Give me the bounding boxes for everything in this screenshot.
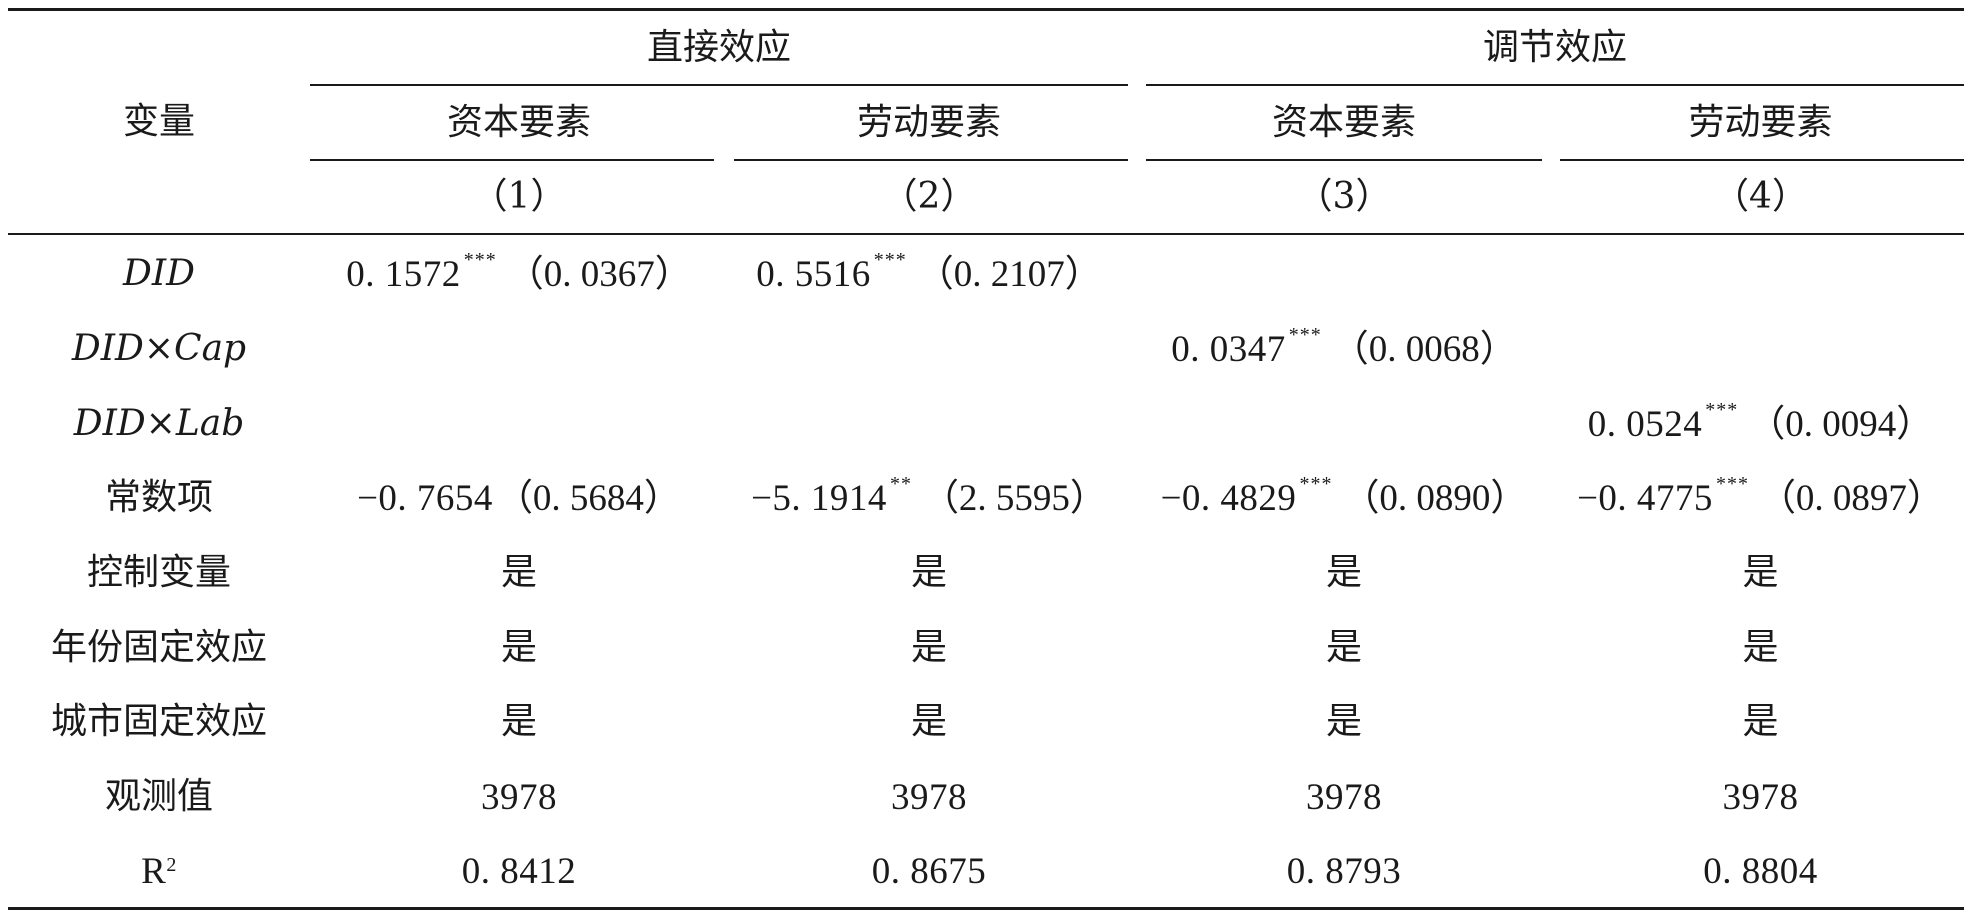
significance-stars: *** xyxy=(1705,399,1739,421)
table-cell: 是 xyxy=(910,701,947,742)
row-label-did: DID xyxy=(123,253,195,294)
header-bottom-rule xyxy=(8,233,1964,235)
table-cell: −0. 4829 *** （0. 0890） xyxy=(1138,461,1550,535)
subheader-rule-2 xyxy=(734,159,1128,161)
table-cell: 0. 8412 xyxy=(461,850,577,892)
subheader-rule-1 xyxy=(310,159,714,161)
table-cell: 是 xyxy=(500,627,537,668)
coefficient: 0. 0347 xyxy=(1171,328,1286,370)
bottom-rule xyxy=(8,907,1964,910)
row-label-city-fe: 城市固定效应 xyxy=(50,701,267,742)
table-cell: 是 xyxy=(1742,627,1779,668)
standard-error: （0. 0068） xyxy=(1331,328,1517,370)
coefficient: −0. 4829 xyxy=(1160,477,1297,519)
significance-stars: *** xyxy=(1299,473,1333,495)
subheader-rule-3 xyxy=(1146,159,1542,161)
table-cell: −0. 4775 *** （0. 0897） xyxy=(1550,461,1971,535)
row-label-observations: 观测值 xyxy=(104,776,213,817)
r-squared-superscript: 2 xyxy=(166,854,177,876)
subheader-1: 资本要素 xyxy=(446,102,591,143)
coefficient: 0. 5516 xyxy=(756,253,871,295)
row-label-controls: 控制变量 xyxy=(86,552,231,593)
table-cell: 0. 0347 *** （0. 0068） xyxy=(1138,312,1550,386)
coefficient: −5. 1914 xyxy=(751,477,887,519)
table-cell: 3978 xyxy=(1306,776,1382,818)
standard-error: （0. 0890） xyxy=(1342,477,1528,519)
table-cell: 0. 8675 xyxy=(871,850,987,892)
standard-error: （2. 5595） xyxy=(921,477,1107,519)
table-cell: 是 xyxy=(910,552,947,593)
group-rule-direct xyxy=(310,84,1128,86)
column-number-1: （1） xyxy=(471,176,567,217)
table-cell: 是 xyxy=(1742,701,1779,742)
column-number-3: （3） xyxy=(1296,176,1392,217)
significance-stars: *** xyxy=(873,249,907,271)
table-cell: −0. 7654 （0. 5684） xyxy=(318,461,720,535)
row-label-year-fe: 年份固定效应 xyxy=(50,627,267,668)
standard-error: （0. 0367） xyxy=(506,253,692,295)
standard-error: （0. 5684） xyxy=(495,477,681,519)
table-cell: 0. 5516 *** （0. 2107） xyxy=(720,237,1138,311)
coefficient: 0. 0524 xyxy=(1587,403,1703,445)
standard-error: （0. 0897） xyxy=(1758,477,1944,519)
table-cell: 0. 1572 *** （0. 0367） xyxy=(318,237,720,311)
coefficient: 0. 1572 xyxy=(346,253,461,295)
table-cell: 0. 8804 xyxy=(1703,850,1818,892)
top-rule xyxy=(8,8,1964,11)
significance-stars: *** xyxy=(1715,473,1749,495)
table-cell: 3978 xyxy=(481,776,557,818)
row-label-did-lab: DID×Lab xyxy=(73,403,245,444)
table-cell: 是 xyxy=(1325,627,1362,668)
significance-stars: *** xyxy=(1288,324,1322,346)
group-rule-moderating xyxy=(1146,84,1964,86)
table-cell: 0. 0524 *** （0. 0094） xyxy=(1550,387,1971,461)
coefficient: −0. 4775 xyxy=(1577,477,1713,519)
table-cell: 3978 xyxy=(1722,776,1799,818)
table-cell: 是 xyxy=(910,627,947,668)
group-header-moderating: 调节效应 xyxy=(1482,27,1627,68)
column-number-2: （2） xyxy=(881,176,977,217)
table-cell: 是 xyxy=(1325,701,1362,742)
significance-stars: ** xyxy=(889,473,912,495)
coefficient: −0. 7654 xyxy=(357,477,493,519)
subheader-rule-4 xyxy=(1560,159,1964,161)
table-cell: 是 xyxy=(500,701,537,742)
table-cell: 3978 xyxy=(891,776,967,818)
group-header-direct: 直接效应 xyxy=(646,27,791,68)
standard-error: （0. 2107） xyxy=(916,253,1102,295)
significance-stars: *** xyxy=(463,249,497,271)
row-label-did-cap: DID×Cap xyxy=(71,328,247,369)
table-cell: 是 xyxy=(500,552,537,593)
variable-header: 变量 xyxy=(122,100,195,142)
r-squared-letter: R xyxy=(141,850,167,892)
row-label-constant: 常数项 xyxy=(104,477,213,518)
table-cell: 0. 8793 xyxy=(1286,850,1402,892)
subheader-3: 资本要素 xyxy=(1271,102,1416,143)
subheader-2: 劳动要素 xyxy=(856,102,1001,143)
table-cell: 是 xyxy=(1742,552,1779,593)
standard-error: （0. 0094） xyxy=(1748,403,1934,445)
table-cell: 是 xyxy=(1325,552,1362,593)
subheader-4: 劳动要素 xyxy=(1688,102,1833,143)
column-number-4: （4） xyxy=(1713,176,1808,217)
table-cell: −5. 1914 ** （2. 5595） xyxy=(720,461,1138,535)
